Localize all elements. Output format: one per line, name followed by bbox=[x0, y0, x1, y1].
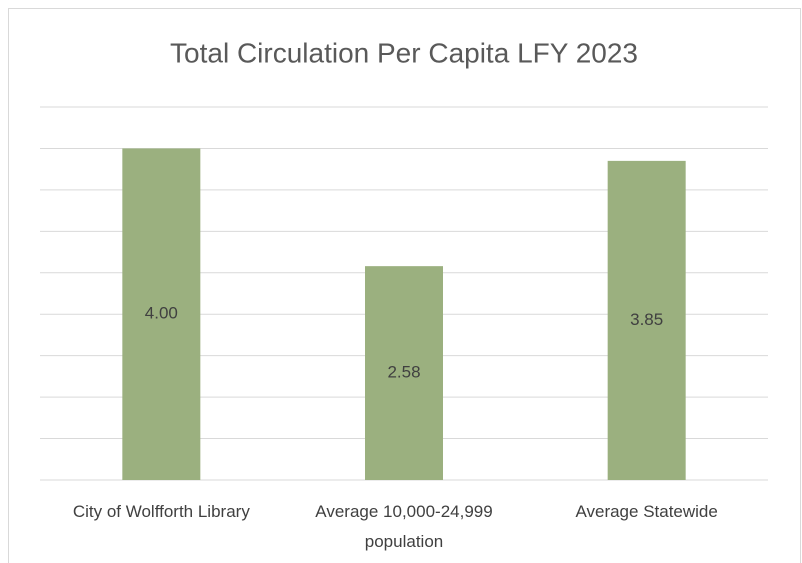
data-label: 3.85 bbox=[630, 310, 663, 329]
data-label: 4.00 bbox=[145, 304, 178, 323]
chart-border bbox=[8, 8, 801, 563]
x-tick-label: Average Statewide bbox=[575, 502, 718, 521]
bar bbox=[122, 148, 201, 480]
x-tick-label: Average 10,000-24,999 population bbox=[315, 502, 493, 551]
chart-title: Total Circulation Per Capita LFY 2023 bbox=[170, 37, 638, 68]
data-label: 2.58 bbox=[387, 363, 420, 382]
bar bbox=[607, 160, 686, 480]
bar bbox=[365, 266, 443, 480]
x-tick-label: City of Wolfforth Library bbox=[72, 502, 250, 521]
